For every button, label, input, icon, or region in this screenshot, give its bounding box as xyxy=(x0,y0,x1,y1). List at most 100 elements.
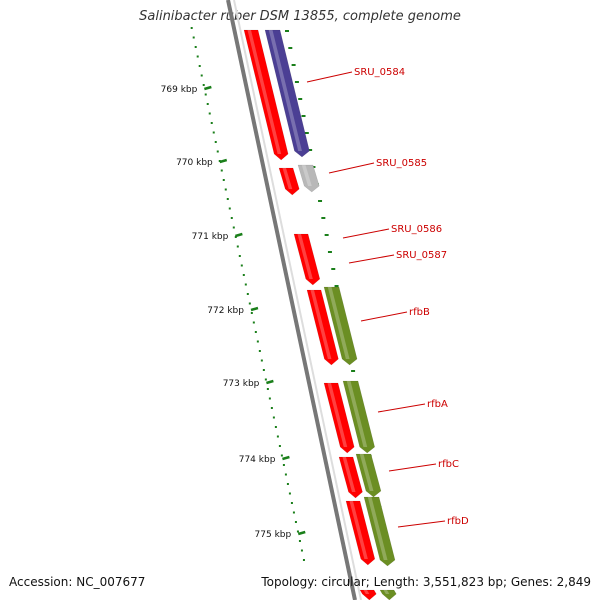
ruler-dot xyxy=(206,103,209,105)
scale-label: 774 kbp xyxy=(239,455,276,465)
outer-ruler-dash xyxy=(288,47,293,49)
ruler-dot xyxy=(202,84,205,86)
cds-red-1 xyxy=(243,29,289,161)
gene-label: rfbD xyxy=(447,516,469,527)
gene-rfba-arrow-sheen xyxy=(346,381,368,447)
ruler-dot xyxy=(264,378,267,381)
gene-sru_0585-arrow xyxy=(297,164,320,193)
scale-label: 775 kbp xyxy=(255,530,292,540)
cds-red-1-sheen xyxy=(247,30,282,154)
ruler-dot xyxy=(238,255,241,257)
outer-ruler-dash xyxy=(351,370,356,372)
cds-red-2 xyxy=(278,167,300,196)
cds-red-7-body xyxy=(345,500,376,566)
cds-olive-tail-body xyxy=(379,589,397,600)
gene-rfba-arrow xyxy=(342,380,375,454)
gene-rfbb-arrow-body xyxy=(323,286,358,366)
ruler-dot xyxy=(200,74,203,77)
ruler-dot xyxy=(222,179,225,181)
ruler-dot xyxy=(286,483,289,485)
ruler-dot xyxy=(246,293,249,295)
labels-layer: SRU_0584 SRU_0585 SRU_0586 SRU_0587 rfbB rfbA… xyxy=(306,67,469,528)
cds-red-4-sheen xyxy=(310,290,332,359)
gene-rfbb-arrow-sheen xyxy=(327,287,350,359)
outer-ruler-dash xyxy=(327,251,332,253)
cds-olive-tail-sheen xyxy=(383,590,390,594)
backbone-highlight xyxy=(233,0,362,600)
gene-sru_0584-arrow-body xyxy=(264,29,310,158)
outer-ruler-dash xyxy=(304,132,309,134)
cds-red-3 xyxy=(293,233,321,286)
ruler-dot xyxy=(236,245,239,248)
ruler-dot xyxy=(302,559,305,561)
gene-leader-line xyxy=(377,403,426,413)
ruler-dot xyxy=(216,150,219,153)
ruler-dot xyxy=(196,55,199,58)
ruler-dot xyxy=(248,302,251,305)
outer-ruler-dash xyxy=(308,149,313,151)
outer-ruler-dash xyxy=(285,30,289,32)
cds-red-7 xyxy=(345,500,376,566)
ruler-dot xyxy=(254,331,257,333)
ruler-dot xyxy=(268,397,271,400)
scale-tick xyxy=(250,306,259,312)
scale-tick xyxy=(204,85,212,91)
ruler-dot xyxy=(300,549,303,552)
ruler-dot xyxy=(292,511,295,514)
cds-red-7-sheen xyxy=(349,501,368,559)
cds-red-4 xyxy=(306,289,339,366)
outer-ruler-dash xyxy=(331,268,336,270)
gene-rfbc-arrow-sheen xyxy=(359,454,374,491)
ruler-dot xyxy=(290,502,293,504)
cds-red-5-sheen xyxy=(327,383,348,447)
cds-red-8 xyxy=(359,589,377,600)
gene-sru_0584-arrow xyxy=(264,29,310,158)
gene-sru_0585-arrow-body xyxy=(297,164,320,193)
cds-red-6-sheen xyxy=(342,457,356,492)
gene-leader-line xyxy=(360,311,408,322)
ruler-dot xyxy=(224,188,227,191)
ruler-dot xyxy=(190,27,193,29)
ruler-dot xyxy=(208,112,211,115)
outer-ruler-dash xyxy=(318,200,323,202)
gene-label: SRU_0584 xyxy=(354,67,405,78)
gene-label: rfbB xyxy=(409,307,430,318)
scale-label: 773 kbp xyxy=(223,379,260,389)
gene-leader-line xyxy=(388,463,437,472)
gene-rfbd-arrow xyxy=(363,496,396,567)
gene-rfbc-arrow xyxy=(355,453,382,498)
cds-red-8-sheen xyxy=(363,590,370,594)
features-layer xyxy=(243,29,397,600)
cds-red-4-body xyxy=(306,289,339,366)
cds-red-1-body xyxy=(243,29,289,161)
backbone-line xyxy=(226,0,357,600)
scale-label: 771 kbp xyxy=(192,232,229,242)
ruler-dot xyxy=(220,169,223,172)
ruler-dot xyxy=(288,492,291,495)
ruler-dot xyxy=(270,407,273,409)
gene-label: SRU_0587 xyxy=(396,250,447,261)
gene-label: rfbC xyxy=(438,459,459,470)
gene-leader-line xyxy=(342,228,390,239)
ruler-dot xyxy=(296,530,299,533)
ruler-dot xyxy=(232,226,235,229)
gene-leader-line xyxy=(348,254,395,264)
gene-leader-line xyxy=(397,520,446,528)
ruler-dot xyxy=(262,369,265,371)
genome-summary: Topology: circular; Length: 3,551,823 bp… xyxy=(261,575,591,589)
scale-tick xyxy=(282,455,290,461)
cds-red-2-body xyxy=(278,167,300,196)
ruler-dot xyxy=(204,93,207,96)
ruler-dot xyxy=(242,274,245,276)
cds-olive-tail xyxy=(379,589,397,600)
scale-label: 770 kbp xyxy=(176,158,213,168)
gene-rfbd-arrow-sheen xyxy=(367,497,388,560)
gene-rfbb-arrow xyxy=(323,286,358,366)
cds-red-2-sheen xyxy=(282,168,293,189)
ruler-dot xyxy=(244,283,247,286)
ruler-dot xyxy=(214,141,217,143)
ruler-dot xyxy=(278,445,281,447)
outer-ruler-dash xyxy=(301,115,306,117)
ruler-dot xyxy=(266,388,269,390)
gene-label: SRU_0585 xyxy=(376,158,427,169)
